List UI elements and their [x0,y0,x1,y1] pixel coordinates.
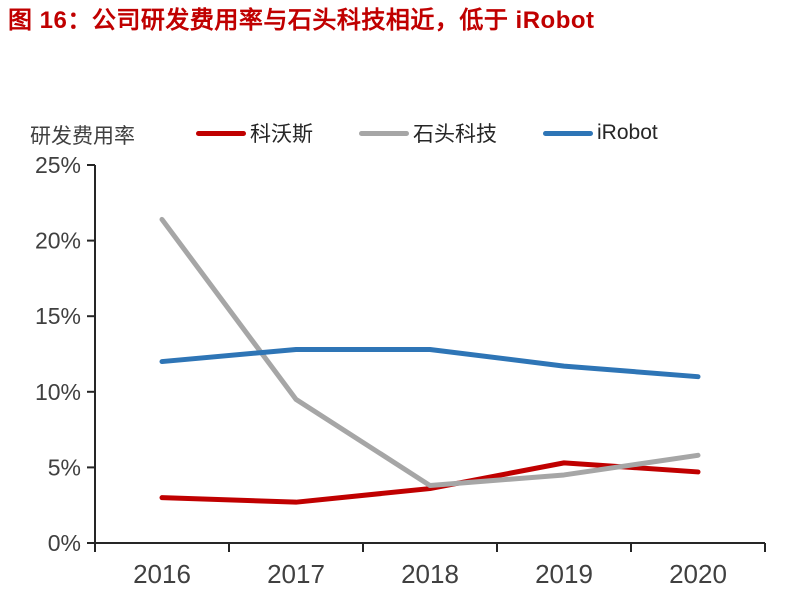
x-tick-label: 2017 [267,559,325,589]
legend-label: 科沃斯 [250,123,313,146]
series-line-2 [159,346,701,380]
legend-swatch-icon [543,130,593,136]
y-tick-label: 0% [48,530,81,556]
y-tick-label: 15% [35,303,81,329]
legend-swatch-icon [196,130,246,136]
legend-item-2: iRobot [543,121,658,145]
legend-item-0: 科沃斯 [196,118,313,148]
x-tick-label: 2019 [535,559,593,589]
legend-item-1: 石头科技 [359,118,497,148]
y-tick-label: 10% [35,379,81,405]
y-tick-label: 5% [48,454,81,480]
y-tick-label: 20% [35,228,81,254]
y-tick-label: 25% [35,152,81,178]
figure-title: 图 16：公司研发费用率与石头科技相近，低于 iRobot [8,7,595,34]
y-axis-title: 研发费用率 [30,125,135,148]
legend-label: iRobot [597,121,658,144]
x-tick-label: 2020 [669,559,727,589]
series-line-1 [159,216,701,489]
x-tick-label: 2016 [133,559,191,589]
x-tick-label: 2018 [401,559,459,589]
legend-swatch-icon [359,130,409,136]
legend: 科沃斯 石头科技 iRobot [196,118,658,148]
legend-label: 石头科技 [413,123,497,146]
